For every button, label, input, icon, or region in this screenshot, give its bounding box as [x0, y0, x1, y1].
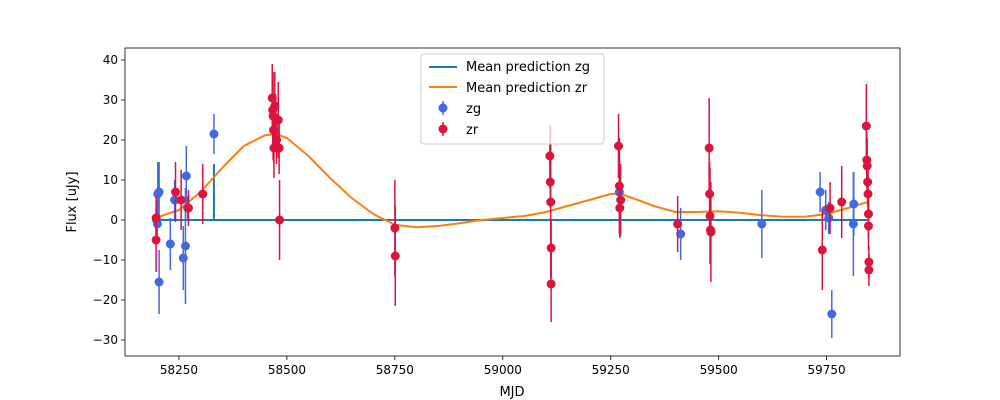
- zr-point: [546, 279, 556, 289]
- zg-point: [824, 213, 834, 223]
- legend: Mean prediction zg Mean prediction zr zg…: [420, 53, 605, 145]
- plot-area: [151, 64, 874, 338]
- zr-point: [817, 245, 827, 255]
- zr-point: [613, 141, 623, 151]
- zg-point: [154, 187, 164, 197]
- zr-point: [274, 143, 284, 153]
- legend-label-zg-points: zg: [466, 102, 481, 117]
- x-tick-label: 58250: [160, 363, 198, 377]
- zg-point: [154, 277, 164, 287]
- zr-point: [151, 235, 161, 245]
- zr-point: [390, 251, 400, 261]
- zr-point: [198, 189, 208, 199]
- y-tick-label: 0: [110, 213, 118, 227]
- zg-point: [676, 229, 686, 239]
- y-axis: −30 −20 −10 0 10 20 30 40: [93, 53, 125, 347]
- zr-point: [176, 195, 186, 205]
- y-tick-label: 30: [103, 93, 118, 107]
- legend-label-zg-line: Mean prediction zg: [466, 60, 590, 75]
- zr-point: [270, 101, 280, 111]
- legend-label-zr-line: Mean prediction zr: [466, 81, 588, 96]
- zr-point: [837, 197, 847, 207]
- zg-point: [178, 253, 188, 263]
- x-tick-label: 59750: [808, 363, 846, 377]
- zg-point: [170, 195, 180, 205]
- y-tick-label: −20: [93, 293, 118, 307]
- x-tick-label: 59500: [700, 363, 738, 377]
- legend-label-zr-points: zr: [466, 123, 479, 138]
- zg-point: [827, 309, 837, 319]
- y-tick-label: −10: [93, 253, 118, 267]
- zg-point: [209, 129, 219, 139]
- zr-point: [546, 197, 556, 207]
- zr-point: [171, 187, 181, 197]
- zr-point: [183, 203, 193, 213]
- zr-point: [673, 219, 683, 229]
- zr-point: [825, 203, 835, 213]
- x-tick-label: 58750: [376, 363, 414, 377]
- y-tick-label: 40: [103, 53, 118, 67]
- zr-point: [864, 265, 874, 275]
- x-tick-label: 59250: [592, 363, 630, 377]
- zr-point: [615, 203, 625, 213]
- zg-point: [849, 199, 859, 209]
- x-tick-label: 59000: [484, 363, 522, 377]
- legend-box: [420, 53, 605, 145]
- zg-point: [757, 219, 767, 229]
- zr-point: [704, 143, 714, 153]
- y-tick-label: 10: [103, 173, 118, 187]
- zr-point: [273, 115, 283, 125]
- zr-point: [275, 215, 285, 225]
- y-axis-label: Flux [uJy]: [65, 171, 80, 232]
- x-axis: 58250 58500 58750 59000 59250 59500 59750: [160, 356, 846, 377]
- zr-point: [616, 195, 626, 205]
- legend-swatch-zr-points: [438, 122, 448, 136]
- zr-point: [863, 221, 873, 231]
- x-tick-label: 58500: [268, 363, 306, 377]
- zg-point: [181, 171, 191, 181]
- y-tick-label: 20: [103, 133, 118, 147]
- y-tick-label: −30: [93, 333, 118, 347]
- x-axis-label: MJD: [499, 385, 524, 400]
- zr-point: [861, 121, 871, 131]
- zg-point: [180, 241, 190, 251]
- zg-point: [815, 187, 825, 197]
- legend-swatch-zg-points: [438, 101, 448, 115]
- zr-point: [706, 227, 716, 237]
- axes-frame: [124, 47, 901, 357]
- zg-point: [165, 239, 175, 249]
